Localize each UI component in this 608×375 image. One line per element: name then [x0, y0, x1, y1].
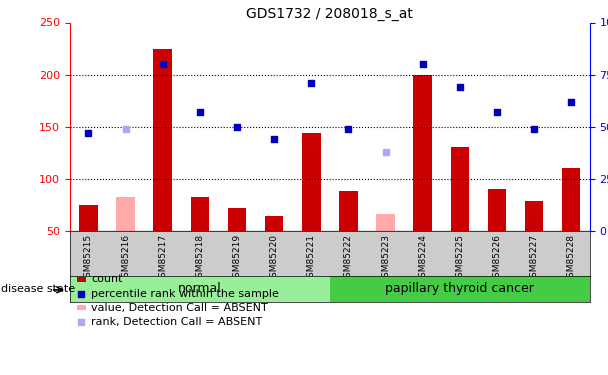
Title: GDS1732 / 208018_s_at: GDS1732 / 208018_s_at: [246, 8, 413, 21]
Bar: [562, 168, 581, 231]
Bar: [153, 48, 172, 231]
Text: disease state: disease state: [1, 285, 75, 294]
Text: GSM85223: GSM85223: [381, 234, 390, 283]
Bar: [116, 197, 135, 231]
Point: [269, 136, 279, 142]
Bar: [413, 75, 432, 231]
Point: [158, 61, 168, 67]
Bar: [77, 277, 86, 282]
Point: [455, 84, 465, 90]
Text: GSM85225: GSM85225: [455, 234, 465, 283]
Point: [84, 130, 94, 136]
Bar: [302, 133, 320, 231]
Text: GSM85226: GSM85226: [492, 234, 502, 283]
Text: GSM85218: GSM85218: [195, 234, 204, 284]
Text: GSM85228: GSM85228: [567, 234, 576, 283]
Text: normal: normal: [178, 282, 222, 295]
Point: [77, 291, 86, 297]
Bar: [77, 305, 86, 310]
Text: GSM85224: GSM85224: [418, 234, 427, 283]
Point: [381, 148, 390, 154]
Point: [529, 126, 539, 132]
Point: [492, 109, 502, 115]
Text: GSM85227: GSM85227: [530, 234, 539, 283]
Bar: [451, 147, 469, 231]
Bar: [228, 208, 246, 231]
Text: GSM85219: GSM85219: [232, 234, 241, 284]
Text: rank, Detection Call = ABSENT: rank, Detection Call = ABSENT: [91, 317, 263, 327]
Text: GSM85217: GSM85217: [158, 234, 167, 284]
Bar: [339, 191, 358, 231]
Text: percentile rank within the sample: percentile rank within the sample: [91, 289, 279, 298]
Point: [232, 124, 242, 130]
Text: papillary thyroid cancer: papillary thyroid cancer: [385, 282, 534, 295]
Point: [121, 126, 131, 132]
Text: GSM85221: GSM85221: [307, 234, 316, 283]
Point: [306, 80, 316, 86]
Text: GSM85216: GSM85216: [121, 234, 130, 284]
Text: GSM85222: GSM85222: [344, 234, 353, 283]
Bar: [488, 189, 506, 231]
Point: [566, 99, 576, 105]
Bar: [376, 214, 395, 231]
Text: value, Detection Call = ABSENT: value, Detection Call = ABSENT: [91, 303, 268, 313]
Bar: [79, 205, 98, 231]
Point: [77, 319, 86, 325]
Text: count: count: [91, 274, 123, 284]
Bar: [70, 276, 330, 302]
Point: [418, 61, 427, 67]
Bar: [330, 276, 590, 302]
Bar: [525, 201, 544, 231]
Bar: [190, 197, 209, 231]
Text: GSM85220: GSM85220: [269, 234, 278, 283]
Point: [344, 126, 353, 132]
Text: GSM85215: GSM85215: [84, 234, 93, 284]
Point: [195, 109, 205, 115]
Bar: [265, 216, 283, 231]
